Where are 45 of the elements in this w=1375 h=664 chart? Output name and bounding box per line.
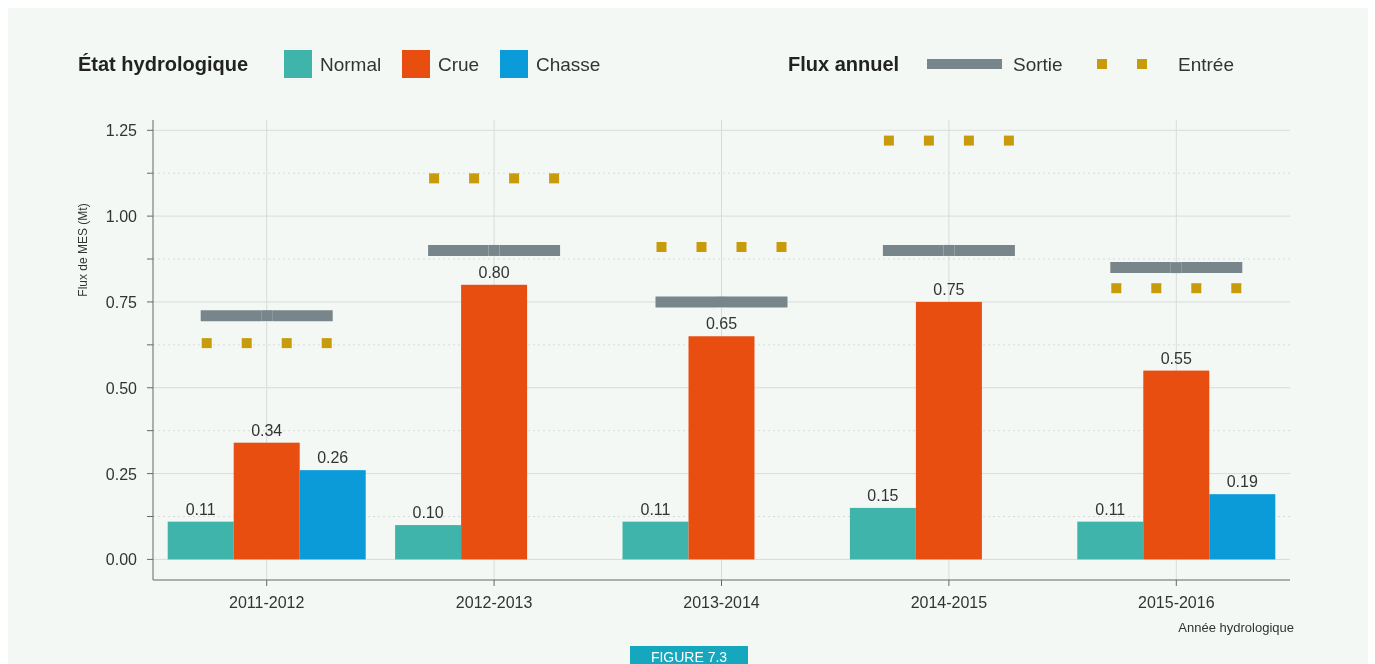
y-axis-title: Flux de MES (Mt) [76, 203, 90, 297]
data-label: 0.11 [1095, 500, 1126, 518]
y-tick-label: 1.25 [105, 122, 138, 140]
x-tick-label: 2015-2016 [1138, 594, 1215, 611]
data-label: 0.15 [867, 486, 899, 504]
data-label: 0.10 [412, 504, 444, 522]
legend-label: Crue [438, 54, 480, 75]
data-label: 0.11 [185, 500, 216, 518]
x-tick-label: 2014-2015 [910, 594, 988, 611]
bar [461, 284, 528, 560]
legend-label: Chasse [536, 54, 601, 75]
x-tick-label: 2011-2012 [229, 594, 305, 611]
x-tick-label: 2013-2014 [683, 594, 760, 611]
bar [1077, 521, 1144, 560]
bar [688, 336, 755, 560]
data-label: 0.75 [933, 280, 965, 298]
bar [849, 507, 916, 560]
bar [395, 525, 462, 560]
bar [622, 521, 689, 560]
bar [1143, 370, 1210, 560]
bar [915, 301, 982, 560]
data-label: 0.26 [317, 449, 349, 467]
y-tick-label: 1.00 [105, 208, 138, 226]
bar [167, 521, 234, 560]
data-label: 0.34 [251, 421, 283, 439]
caption: FIGURE 7.3 [650, 649, 728, 664]
y-tick-label: 0.25 [105, 465, 138, 483]
x-tick-label: 2012-2013 [455, 594, 533, 611]
data-label: 0.19 [1226, 473, 1258, 491]
legend-label: Normal [320, 54, 382, 75]
data-label: 0.11 [640, 500, 671, 518]
bar [299, 470, 366, 560]
legend-label: Sortie [1013, 54, 1063, 75]
y-tick-label: 0.75 [105, 293, 138, 311]
bar [233, 442, 300, 560]
text: Flux annuel [788, 53, 900, 75]
legend-label: Entrée [1178, 54, 1234, 75]
data-label: 0.65 [705, 315, 738, 333]
data-label: 0.80 [478, 263, 510, 281]
bar [1209, 494, 1276, 560]
data-label: 0.55 [1160, 349, 1192, 367]
legend-title: État hydrologique [78, 53, 248, 75]
y-tick-label: 0.00 [105, 551, 138, 569]
y-tick-label: 0.50 [105, 379, 138, 397]
x-axis-title: Année hydrologique [1178, 620, 1294, 635]
